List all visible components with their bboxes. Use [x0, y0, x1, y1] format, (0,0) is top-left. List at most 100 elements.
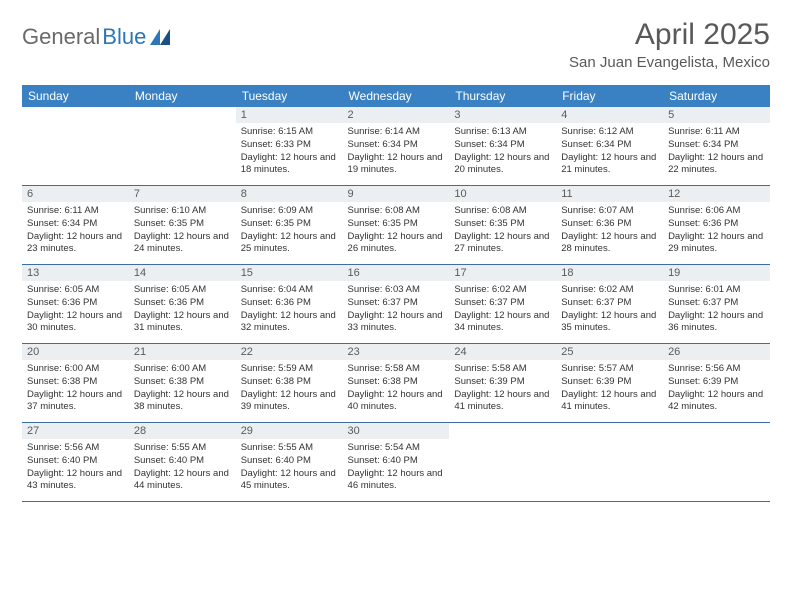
- logo-text-blue: Blue: [102, 24, 146, 50]
- day-details-empty: [129, 123, 236, 185]
- calendar-body: 1Sunrise: 6:15 AMSunset: 6:33 PMDaylight…: [22, 107, 770, 502]
- calendar-week: 13Sunrise: 6:05 AMSunset: 6:36 PMDayligh…: [22, 265, 770, 344]
- day-number: 17: [449, 265, 556, 281]
- calendar-day: 6Sunrise: 6:11 AMSunset: 6:34 PMDaylight…: [22, 186, 129, 265]
- day-details: Sunrise: 6:13 AMSunset: 6:34 PMDaylight:…: [449, 123, 556, 185]
- calendar-day: 15Sunrise: 6:04 AMSunset: 6:36 PMDayligh…: [236, 265, 343, 344]
- day-details: Sunrise: 6:10 AMSunset: 6:35 PMDaylight:…: [129, 202, 236, 264]
- day-details: Sunrise: 5:55 AMSunset: 6:40 PMDaylight:…: [236, 439, 343, 501]
- calendar-day: 3Sunrise: 6:13 AMSunset: 6:34 PMDaylight…: [449, 107, 556, 186]
- day-number-empty: [556, 423, 663, 439]
- day-number: 11: [556, 186, 663, 202]
- calendar-day: 9Sunrise: 6:08 AMSunset: 6:35 PMDaylight…: [343, 186, 450, 265]
- day-details-empty: [22, 123, 129, 185]
- day-number: 30: [343, 423, 450, 439]
- calendar-day: 5Sunrise: 6:11 AMSunset: 6:34 PMDaylight…: [663, 107, 770, 186]
- day-number-empty: [449, 423, 556, 439]
- day-number: 12: [663, 186, 770, 202]
- calendar-day-empty: [129, 107, 236, 186]
- calendar-day: 18Sunrise: 6:02 AMSunset: 6:37 PMDayligh…: [556, 265, 663, 344]
- calendar-day: 23Sunrise: 5:58 AMSunset: 6:38 PMDayligh…: [343, 344, 450, 423]
- location: San Juan Evangelista, Mexico: [569, 54, 770, 71]
- day-number: 14: [129, 265, 236, 281]
- calendar-day: 4Sunrise: 6:12 AMSunset: 6:34 PMDaylight…: [556, 107, 663, 186]
- day-number: 1: [236, 107, 343, 123]
- day-number-empty: [663, 423, 770, 439]
- day-details: Sunrise: 6:06 AMSunset: 6:36 PMDaylight:…: [663, 202, 770, 264]
- title-block: April 2025 San Juan Evangelista, Mexico: [569, 18, 770, 71]
- calendar-day: 10Sunrise: 6:08 AMSunset: 6:35 PMDayligh…: [449, 186, 556, 265]
- calendar-day: 25Sunrise: 5:57 AMSunset: 6:39 PMDayligh…: [556, 344, 663, 423]
- calendar-day: 21Sunrise: 6:00 AMSunset: 6:38 PMDayligh…: [129, 344, 236, 423]
- day-details: Sunrise: 5:56 AMSunset: 6:39 PMDaylight:…: [663, 360, 770, 422]
- day-number: 3: [449, 107, 556, 123]
- calendar-day: 26Sunrise: 5:56 AMSunset: 6:39 PMDayligh…: [663, 344, 770, 423]
- calendar-day-empty: [449, 423, 556, 502]
- day-details: Sunrise: 5:58 AMSunset: 6:39 PMDaylight:…: [449, 360, 556, 422]
- day-number: 9: [343, 186, 450, 202]
- day-details: Sunrise: 6:04 AMSunset: 6:36 PMDaylight:…: [236, 281, 343, 343]
- day-details: Sunrise: 6:15 AMSunset: 6:33 PMDaylight:…: [236, 123, 343, 185]
- day-number: 22: [236, 344, 343, 360]
- day-number: 21: [129, 344, 236, 360]
- day-details: Sunrise: 6:01 AMSunset: 6:37 PMDaylight:…: [663, 281, 770, 343]
- day-number: 13: [22, 265, 129, 281]
- day-details: Sunrise: 5:57 AMSunset: 6:39 PMDaylight:…: [556, 360, 663, 422]
- calendar-table: SundayMondayTuesdayWednesdayThursdayFrid…: [22, 85, 770, 502]
- day-number: 2: [343, 107, 450, 123]
- day-header: Saturday: [663, 85, 770, 107]
- calendar-day: 8Sunrise: 6:09 AMSunset: 6:35 PMDaylight…: [236, 186, 343, 265]
- day-number: 24: [449, 344, 556, 360]
- day-number: 16: [343, 265, 450, 281]
- calendar-day: 29Sunrise: 5:55 AMSunset: 6:40 PMDayligh…: [236, 423, 343, 502]
- calendar-day: 13Sunrise: 6:05 AMSunset: 6:36 PMDayligh…: [22, 265, 129, 344]
- day-header-row: SundayMondayTuesdayWednesdayThursdayFrid…: [22, 85, 770, 107]
- calendar-day: 17Sunrise: 6:02 AMSunset: 6:37 PMDayligh…: [449, 265, 556, 344]
- calendar-day: 2Sunrise: 6:14 AMSunset: 6:34 PMDaylight…: [343, 107, 450, 186]
- day-details: Sunrise: 5:55 AMSunset: 6:40 PMDaylight:…: [129, 439, 236, 501]
- logo-flag-icon: [150, 29, 170, 45]
- calendar-day: 27Sunrise: 5:56 AMSunset: 6:40 PMDayligh…: [22, 423, 129, 502]
- calendar-day: 22Sunrise: 5:59 AMSunset: 6:38 PMDayligh…: [236, 344, 343, 423]
- day-number: 6: [22, 186, 129, 202]
- day-number: 25: [556, 344, 663, 360]
- day-details: Sunrise: 6:05 AMSunset: 6:36 PMDaylight:…: [129, 281, 236, 343]
- day-number: 23: [343, 344, 450, 360]
- day-header: Monday: [129, 85, 236, 107]
- day-number: 15: [236, 265, 343, 281]
- day-details: Sunrise: 6:14 AMSunset: 6:34 PMDaylight:…: [343, 123, 450, 185]
- day-number: 7: [129, 186, 236, 202]
- calendar-day: 28Sunrise: 5:55 AMSunset: 6:40 PMDayligh…: [129, 423, 236, 502]
- day-details: Sunrise: 6:02 AMSunset: 6:37 PMDaylight:…: [556, 281, 663, 343]
- logo: General Blue: [22, 24, 170, 50]
- day-number: 8: [236, 186, 343, 202]
- day-details-empty: [663, 439, 770, 501]
- calendar-week: 1Sunrise: 6:15 AMSunset: 6:33 PMDaylight…: [22, 107, 770, 186]
- month-title: April 2025: [569, 18, 770, 52]
- day-details: Sunrise: 5:59 AMSunset: 6:38 PMDaylight:…: [236, 360, 343, 422]
- calendar-day: 14Sunrise: 6:05 AMSunset: 6:36 PMDayligh…: [129, 265, 236, 344]
- day-details: Sunrise: 6:11 AMSunset: 6:34 PMDaylight:…: [22, 202, 129, 264]
- header: General Blue April 2025 San Juan Evangel…: [22, 18, 770, 71]
- day-header: Wednesday: [343, 85, 450, 107]
- day-header: Sunday: [22, 85, 129, 107]
- day-number-empty: [22, 107, 129, 123]
- day-details: Sunrise: 6:12 AMSunset: 6:34 PMDaylight:…: [556, 123, 663, 185]
- calendar-day: 1Sunrise: 6:15 AMSunset: 6:33 PMDaylight…: [236, 107, 343, 186]
- day-number: 29: [236, 423, 343, 439]
- calendar-day: 7Sunrise: 6:10 AMSunset: 6:35 PMDaylight…: [129, 186, 236, 265]
- day-details: Sunrise: 6:07 AMSunset: 6:36 PMDaylight:…: [556, 202, 663, 264]
- calendar-day: 16Sunrise: 6:03 AMSunset: 6:37 PMDayligh…: [343, 265, 450, 344]
- day-number: 10: [449, 186, 556, 202]
- calendar-day: 24Sunrise: 5:58 AMSunset: 6:39 PMDayligh…: [449, 344, 556, 423]
- calendar-day: 19Sunrise: 6:01 AMSunset: 6:37 PMDayligh…: [663, 265, 770, 344]
- day-details: Sunrise: 5:58 AMSunset: 6:38 PMDaylight:…: [343, 360, 450, 422]
- day-number: 18: [556, 265, 663, 281]
- day-details: Sunrise: 6:02 AMSunset: 6:37 PMDaylight:…: [449, 281, 556, 343]
- day-details-empty: [556, 439, 663, 501]
- day-details: Sunrise: 6:08 AMSunset: 6:35 PMDaylight:…: [449, 202, 556, 264]
- calendar-day: 11Sunrise: 6:07 AMSunset: 6:36 PMDayligh…: [556, 186, 663, 265]
- day-header: Thursday: [449, 85, 556, 107]
- day-details: Sunrise: 6:08 AMSunset: 6:35 PMDaylight:…: [343, 202, 450, 264]
- calendar-week: 27Sunrise: 5:56 AMSunset: 6:40 PMDayligh…: [22, 423, 770, 502]
